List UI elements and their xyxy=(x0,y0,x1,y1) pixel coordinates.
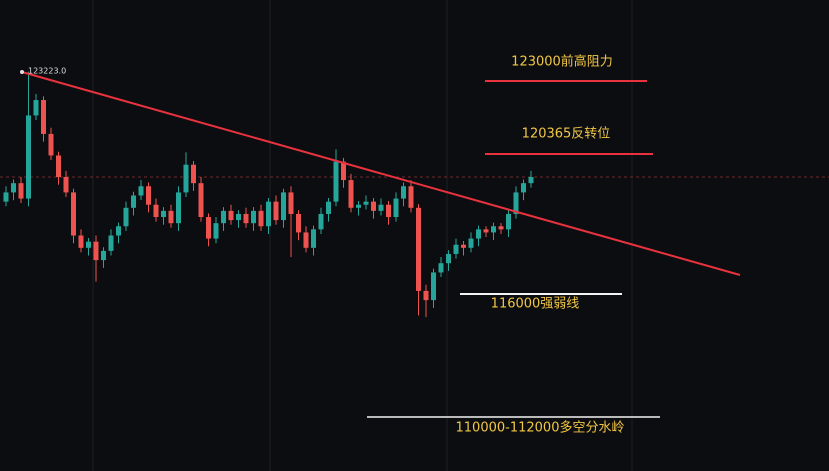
candle-body xyxy=(483,229,489,233)
candle-body xyxy=(296,213,301,233)
candle-body xyxy=(251,210,256,224)
candle-body xyxy=(191,164,196,184)
high-label: 123223.0 xyxy=(28,67,66,76)
candle-body xyxy=(78,235,84,248)
trend-line xyxy=(21,71,741,276)
candle-body xyxy=(453,244,459,254)
candle-body xyxy=(506,213,511,230)
candle-body xyxy=(528,177,534,184)
candle-body xyxy=(183,164,189,193)
candle-body xyxy=(108,235,114,251)
candle-body xyxy=(138,186,144,196)
candle-body xyxy=(431,272,436,301)
candle-body xyxy=(258,210,264,227)
candle-body xyxy=(363,201,369,205)
candle-body xyxy=(438,263,444,273)
candle-body xyxy=(243,213,249,224)
candle-body xyxy=(303,232,309,248)
candle-body xyxy=(131,195,136,208)
candle-body xyxy=(71,192,76,236)
candle-body xyxy=(378,204,384,211)
candle-body xyxy=(123,207,129,227)
candle-body xyxy=(333,161,339,202)
candle-body xyxy=(11,183,16,193)
candle-body xyxy=(213,223,219,239)
candle-body xyxy=(341,161,346,181)
candle-body xyxy=(101,250,106,261)
candle-body xyxy=(401,186,406,199)
candle-body xyxy=(521,183,526,193)
candle-body xyxy=(513,192,519,214)
candle-body xyxy=(288,192,294,214)
candle-body xyxy=(311,229,316,248)
candle-body xyxy=(3,192,9,202)
candle-body xyxy=(198,183,204,218)
candle-body xyxy=(281,192,286,221)
candle-body xyxy=(86,241,91,248)
candle-body xyxy=(48,133,54,156)
candle-body xyxy=(386,204,391,218)
candle-body xyxy=(371,201,376,211)
candle-body xyxy=(423,290,429,301)
candle-body xyxy=(318,213,324,230)
candle-body xyxy=(206,217,211,239)
candle-body xyxy=(146,186,151,205)
candle-body xyxy=(476,229,481,239)
candle-body xyxy=(461,244,466,248)
candle-body xyxy=(176,192,181,224)
candle-body xyxy=(468,238,474,248)
candle-body xyxy=(33,100,39,116)
resistance-label: 123000前高阻力 xyxy=(511,54,613,70)
candle-body xyxy=(168,210,174,224)
candle-body xyxy=(228,210,234,221)
candle-body xyxy=(348,180,354,208)
candle-body xyxy=(26,115,31,199)
candle-body xyxy=(273,201,279,221)
candle-body xyxy=(416,207,421,291)
candle-body xyxy=(393,198,399,218)
candle-body xyxy=(326,201,331,214)
reversal-label: 120365反转位 xyxy=(522,127,611,142)
divide-label: 110000-112000多空分水岭 xyxy=(456,420,625,436)
candle-body xyxy=(498,226,504,230)
candle-body xyxy=(41,100,46,134)
candle-body xyxy=(266,201,271,227)
candle-body xyxy=(446,253,451,264)
candle-body xyxy=(56,155,61,178)
candle-body xyxy=(408,186,414,208)
candle-body xyxy=(93,241,99,261)
candle-body xyxy=(116,226,121,236)
candle-body xyxy=(161,210,166,218)
strength-label: 116000强弱线 xyxy=(491,297,580,312)
candle-body xyxy=(491,226,496,233)
high-marker xyxy=(20,70,24,74)
candle-body xyxy=(63,177,69,193)
candle-body xyxy=(18,183,24,199)
candle-body xyxy=(221,210,226,224)
candle-body xyxy=(356,204,361,208)
candles xyxy=(0,71,829,318)
candle-body xyxy=(236,213,241,221)
candle-body xyxy=(153,204,159,218)
